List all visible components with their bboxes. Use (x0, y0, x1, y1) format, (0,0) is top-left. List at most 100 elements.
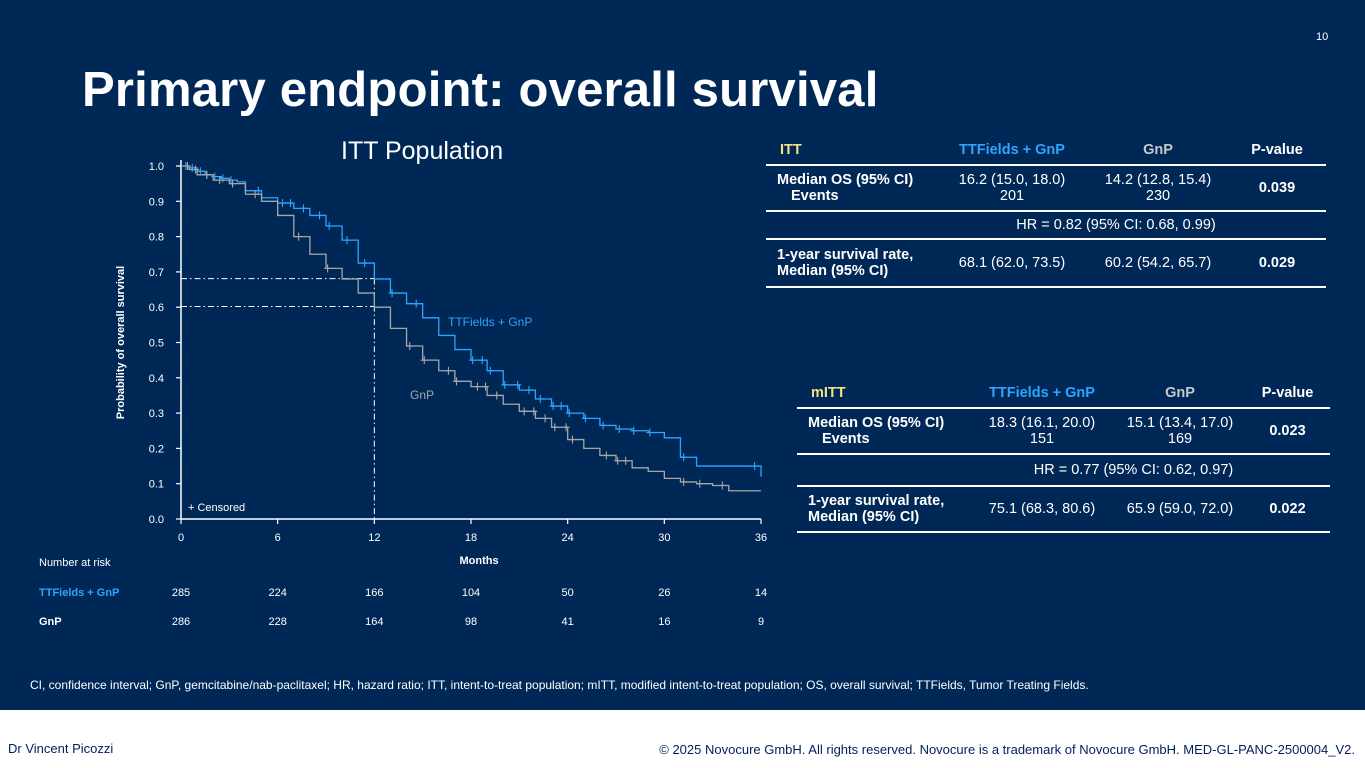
y-tick-label: 0.3 (149, 408, 164, 420)
censor-mark-gnp (520, 407, 528, 416)
censor-mark-ttf (525, 386, 533, 395)
censor-mark-ttf (388, 289, 396, 298)
itt-ttf-1yr: 68.1 (62.0, 73.5) (936, 239, 1088, 288)
chart-title: ITT Population (341, 137, 504, 165)
curve-label-gnp: GnP (410, 388, 434, 402)
mitt-results-table: mITT TTFields + GnP GnP P-value Median O… (797, 379, 1330, 533)
mitt-header-ttf: TTFields + GnP (969, 379, 1115, 409)
y-tick-label: 0.9 (149, 196, 164, 208)
censor-mark-ttf (549, 402, 557, 411)
x-tick-label: 12 (368, 532, 380, 544)
censor-mark-gnp (562, 423, 570, 432)
y-tick-label: 0.1 (149, 479, 164, 491)
censor-mark-ttf (188, 163, 196, 172)
mitt-header-gnp: GnP (1115, 379, 1245, 409)
y-tick-label: 0.8 (149, 232, 164, 244)
censor-mark-gnp (229, 179, 237, 188)
mitt-header-pvalue: P-value (1245, 379, 1330, 409)
risk-value-gnp: 228 (268, 616, 287, 628)
itt-header-label: ITT (766, 136, 936, 166)
censor-mark-ttf (680, 453, 688, 462)
censor-mark-ttf (557, 402, 565, 411)
y-tick-label: 1.0 (149, 161, 164, 173)
censor-mark-gnp (602, 451, 610, 460)
censor-mark-ttf (501, 380, 509, 389)
risk-value-ttf: 166 (365, 587, 384, 599)
risk-value-ttf: 104 (461, 587, 481, 599)
mitt-1yr-label-2: Median (95% CI) (808, 509, 920, 525)
risk-value-gnp: 16 (658, 616, 671, 628)
risk-value-ttf: 26 (658, 587, 671, 599)
censor-mark-ttf (514, 380, 522, 389)
censor-mark-ttf (343, 236, 351, 245)
itt-hr: HR = 0.82 (95% CI: 0.68, 0.99) (766, 211, 1326, 240)
itt-header-gnp: GnP (1088, 136, 1228, 166)
footnote: CI, confidence interval; GnP, gemcitabin… (30, 678, 1089, 692)
y-axis-label: Probability of overall survival (115, 266, 127, 419)
itt-results-table: ITT TTFields + GnP GnP P-value Median OS… (766, 136, 1326, 288)
censor-mark-gnp (473, 382, 481, 391)
censor-mark-gnp (295, 232, 303, 241)
itt-ttf-os: 16.2 (15.0, 18.0) (958, 172, 1066, 188)
censor-mark-ttf (196, 167, 204, 176)
censor-mark-gnp (482, 382, 489, 391)
mitt-hr: HR = 0.77 (95% CI: 0.62, 0.97) (797, 454, 1330, 487)
censor-mark-ttf (469, 356, 477, 365)
itt-1yr-label-2: Median (95% CI) (777, 263, 889, 279)
itt-gnp-1yr: 60.2 (54.2, 65.7) (1088, 239, 1228, 288)
risk-value-gnp: 164 (365, 616, 384, 628)
risk-value-ttf: 224 (268, 587, 287, 599)
censor-mark-gnp (192, 165, 199, 174)
censor-mark-gnp (420, 356, 428, 365)
censor-mark-gnp (614, 456, 622, 465)
censor-mark-gnp (444, 366, 452, 375)
censor-mark-ttf (599, 421, 607, 430)
censor-mark-gnp (183, 162, 191, 170)
censor-mark-ttf (565, 409, 573, 418)
slide: 10 Primary endpoint: overall survival IT… (0, 0, 1365, 710)
censor-mark-ttf (630, 426, 638, 435)
censor-mark-gnp (251, 190, 259, 199)
mitt-hr-row: HR = 0.77 (95% CI: 0.62, 0.97) (797, 454, 1330, 487)
risk-value-ttf: 50 (561, 587, 574, 599)
mitt-ttf-os: 18.3 (16.1, 20.0) (988, 415, 1096, 431)
censor-mark-ttf (581, 414, 589, 423)
mitt-1yr-row: 1-year survival rate, Median (95% CI) 75… (797, 486, 1330, 533)
itt-1yr-pvalue: 0.029 (1228, 239, 1326, 288)
censor-mark-gnp (680, 477, 688, 486)
itt-os-row: Median OS (95% CI) Events 16.2 (15.0, 18… (766, 165, 1326, 212)
x-tick-label: 30 (658, 532, 670, 544)
x-tick-label: 36 (755, 532, 767, 544)
censor-mark-ttf (211, 172, 219, 181)
mitt-os-row: Median OS (95% CI) Events 18.3 (16.1, 20… (797, 408, 1330, 455)
mitt-gnp-1yr: 65.9 (59.0, 72.0) (1115, 486, 1245, 533)
risk-value-ttf: 14 (754, 587, 768, 599)
mitt-ttf-events: 151 (1029, 431, 1055, 447)
mitt-header-row: mITT TTFields + GnP GnP P-value (797, 379, 1330, 409)
curve-label-ttf: TTFields + GnP (448, 315, 532, 329)
y-tick-label: 0.4 (149, 373, 164, 385)
copyright: © 2025 Novocure GmbH. All rights reserve… (659, 742, 1355, 757)
itt-events-label: Events (791, 188, 839, 204)
censor-mark-gnp (216, 176, 224, 185)
censor-mark-gnp (541, 414, 549, 423)
censor-mark-gnp (569, 435, 576, 444)
censor-mark-gnp (530, 407, 538, 416)
censor-mark-ttf (279, 199, 286, 208)
itt-ttf-events: 201 (999, 188, 1025, 204)
itt-gnp-events: 230 (1145, 188, 1171, 204)
x-tick-label: 24 (562, 532, 574, 544)
mitt-ttf-1yr: 75.1 (68.3, 80.6) (969, 486, 1115, 533)
mitt-os-pvalue: 0.023 (1245, 408, 1330, 455)
risk-value-ttf: 285 (171, 587, 191, 599)
censor-mark-ttf (615, 424, 623, 433)
risk-value-gnp: 41 (561, 616, 574, 628)
censor-mark-gnp (718, 481, 726, 490)
censor-mark-ttf (486, 366, 494, 375)
y-tick-label: 0.6 (149, 302, 164, 314)
censor-mark-ttf (412, 299, 420, 308)
itt-1yr-label-1: 1-year survival rate, (777, 247, 914, 263)
censor-mark-ttf (646, 428, 654, 437)
itt-header-row: ITT TTFields + GnP GnP P-value (766, 136, 1326, 166)
mitt-os-label: Median OS (95% CI) (808, 415, 945, 431)
